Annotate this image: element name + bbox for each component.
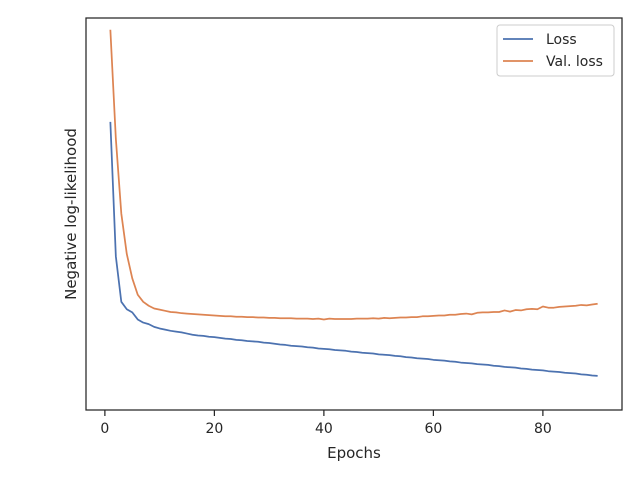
x-axis-label: Epochs bbox=[327, 444, 381, 462]
plot-border bbox=[85, 17, 623, 411]
series-line-val-loss bbox=[109, 29, 598, 321]
x-tick-label: 20 bbox=[205, 421, 223, 437]
legend-label-loss: Loss bbox=[546, 32, 577, 48]
x-tick-label: 0 bbox=[100, 421, 109, 437]
x-axis-ticks: 0 20 40 60 80 bbox=[100, 410, 552, 437]
legend: Loss Val. loss bbox=[496, 24, 615, 77]
x-tick-label: 60 bbox=[424, 421, 442, 437]
legend-label-val-loss: Val. loss bbox=[546, 54, 603, 70]
y-axis-label: Negative log-likelihood bbox=[62, 128, 80, 300]
series-layer bbox=[109, 29, 598, 377]
x-tick-label: 40 bbox=[315, 421, 333, 437]
axes-frame bbox=[85, 17, 623, 411]
plot-area bbox=[86, 18, 622, 410]
series-line-loss bbox=[109, 121, 598, 377]
legend-box bbox=[496, 24, 615, 77]
x-tick-label: 80 bbox=[534, 421, 552, 437]
